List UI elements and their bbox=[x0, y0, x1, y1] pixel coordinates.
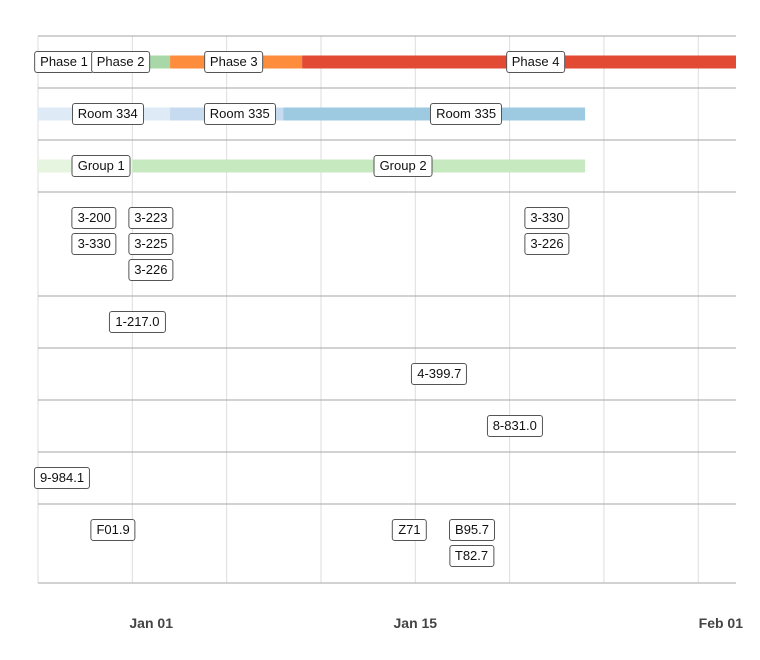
timeline-label: 3-223 bbox=[128, 207, 174, 229]
timeline-label: Phase 1 bbox=[34, 51, 94, 73]
timeline-label: 3-200 bbox=[71, 207, 117, 229]
timeline-label: Room 334 bbox=[71, 103, 144, 125]
timeline-label: T82.7 bbox=[448, 545, 495, 567]
x-tick-label: Jan 01 bbox=[129, 615, 173, 631]
timeline-label: Room 335 bbox=[430, 103, 503, 125]
timeline-label: 4-399.7 bbox=[411, 363, 468, 385]
timeline-label: 3-226 bbox=[128, 259, 174, 281]
timeline-label: 3-330 bbox=[524, 207, 570, 229]
timeline-label: 9-984.1 bbox=[33, 467, 91, 489]
timeline-label: Phase 3 bbox=[203, 51, 264, 73]
timeline-label: 3-226 bbox=[524, 233, 570, 255]
timeline-label: Z71 bbox=[392, 519, 427, 541]
timeline-label: 3-330 bbox=[71, 233, 117, 255]
x-tick-label: Jan 15 bbox=[394, 615, 438, 631]
timeline-bar bbox=[132, 159, 586, 173]
timeline-label: 1-217.0 bbox=[109, 311, 166, 333]
timeline-label: Group 2 bbox=[373, 155, 433, 177]
timeline-label: Phase 2 bbox=[90, 51, 151, 73]
timeline-label: 8-831.0 bbox=[486, 415, 543, 437]
timeline-label: F01.9 bbox=[90, 519, 136, 541]
timeline-label: Room 335 bbox=[203, 103, 276, 125]
timeline-label: Phase 4 bbox=[505, 51, 566, 73]
timeline-label: 3-225 bbox=[128, 233, 174, 255]
timeline-label: Group 1 bbox=[71, 155, 131, 177]
timeline-label: B95.7 bbox=[449, 519, 496, 541]
x-tick-label: Feb 01 bbox=[699, 615, 744, 631]
